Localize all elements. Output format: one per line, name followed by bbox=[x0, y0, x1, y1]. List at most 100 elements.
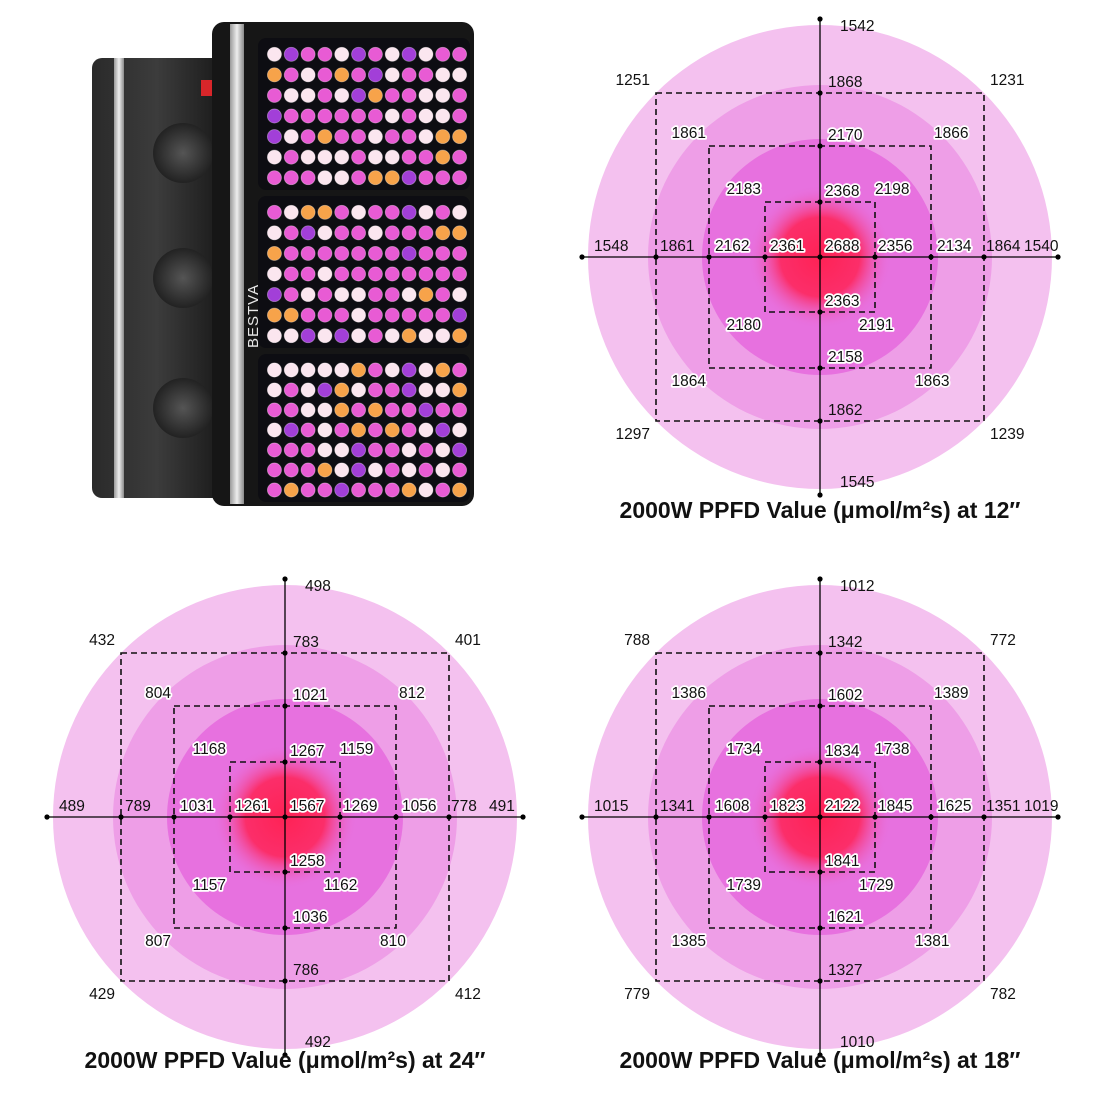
ppfd-chart-12in: 1542 1545 1548 1540 1251 1231 1297 1239 1868 1862… bbox=[550, 0, 1090, 545]
led-diode bbox=[351, 442, 367, 458]
led-diode bbox=[334, 67, 350, 83]
measure-point bbox=[282, 1052, 288, 1058]
led-diode bbox=[283, 67, 299, 83]
led-diode bbox=[300, 287, 316, 303]
led-diode bbox=[283, 422, 299, 438]
led-diode bbox=[384, 266, 400, 282]
led-diode bbox=[418, 266, 434, 282]
measure-point bbox=[762, 814, 768, 820]
measure-point bbox=[817, 254, 823, 260]
ppfd-value-outer-tl: 1251 bbox=[616, 72, 650, 89]
led-diode bbox=[351, 482, 367, 498]
led-diode bbox=[384, 108, 400, 124]
led-diode bbox=[367, 442, 383, 458]
led-diode bbox=[384, 362, 400, 378]
led-diode bbox=[351, 328, 367, 344]
ppfd-value-mid-tl: 1386 bbox=[672, 685, 706, 702]
led-diode bbox=[435, 149, 451, 165]
led-diode bbox=[367, 362, 383, 378]
measure-point bbox=[653, 814, 659, 820]
ppfd-value-mid-right: 1056 bbox=[402, 798, 436, 815]
led-diode bbox=[300, 129, 316, 145]
ppfd-value-mid-bl: 807 bbox=[145, 933, 171, 950]
led-diode bbox=[334, 245, 350, 261]
measure-point bbox=[817, 1052, 823, 1058]
led-diode bbox=[401, 402, 417, 418]
led-diode bbox=[452, 266, 468, 282]
ppfd-value-outer-tr: 772 bbox=[990, 632, 1016, 649]
led-diode bbox=[266, 382, 282, 398]
led-diode bbox=[300, 482, 316, 498]
led-diode bbox=[317, 108, 333, 124]
led-diode bbox=[435, 307, 451, 323]
ppfd-value-mid-bottom: 1036 bbox=[293, 909, 327, 926]
measure-point bbox=[817, 143, 823, 149]
led-diode bbox=[300, 225, 316, 241]
measure-point bbox=[706, 814, 712, 820]
led-diode bbox=[435, 87, 451, 103]
led-diode bbox=[418, 67, 434, 83]
led-diode bbox=[384, 482, 400, 498]
led-diode bbox=[300, 422, 316, 438]
led-diode bbox=[384, 422, 400, 438]
led-diode bbox=[334, 170, 350, 186]
led-diode bbox=[334, 328, 350, 344]
ppfd-value-outer-left: 789 bbox=[125, 798, 151, 815]
ppfd-value-mid-tl: 1861 bbox=[672, 125, 706, 142]
measure-point bbox=[706, 254, 712, 260]
led-diode bbox=[266, 225, 282, 241]
measure-point bbox=[817, 365, 823, 371]
led-diode bbox=[266, 245, 282, 261]
measure-point bbox=[981, 254, 987, 260]
ppfd-value-mid-top: 1021 bbox=[293, 687, 327, 704]
led-diode bbox=[351, 225, 367, 241]
ppfd-value-center: 2122 bbox=[825, 798, 859, 815]
ppfd-value-top: 1012 bbox=[840, 578, 874, 595]
ppfd-value-bottom: 492 bbox=[305, 1034, 331, 1051]
led-diode bbox=[334, 382, 350, 398]
led-diode bbox=[317, 307, 333, 323]
led-diode bbox=[351, 129, 367, 145]
ppfd-value-mid-top: 1602 bbox=[828, 687, 862, 704]
led-diode bbox=[418, 149, 434, 165]
ppfd-value-inner-br: 1162 bbox=[324, 877, 357, 894]
led-diode bbox=[401, 170, 417, 186]
led-diode bbox=[367, 245, 383, 261]
measure-point bbox=[817, 90, 823, 96]
led-diode bbox=[300, 382, 316, 398]
measure-point bbox=[337, 814, 343, 820]
measure-point bbox=[446, 814, 452, 820]
measure-point bbox=[817, 576, 823, 582]
led-diode bbox=[401, 225, 417, 241]
led-diode bbox=[401, 67, 417, 83]
led-diode bbox=[401, 462, 417, 478]
led-diode bbox=[266, 328, 282, 344]
ppfd-value-inner-bottom: 1258 bbox=[290, 853, 324, 870]
led-diode bbox=[418, 382, 434, 398]
chart-title-18in: 2000W PPFD Value (μmol/m²s) at 18″ bbox=[619, 1047, 1021, 1073]
ppfd-value-outer-br: 412 bbox=[455, 986, 481, 1003]
led-diode bbox=[300, 328, 316, 344]
led-diode bbox=[334, 307, 350, 323]
led-diode bbox=[334, 402, 350, 418]
led-diode bbox=[266, 422, 282, 438]
led-diode bbox=[452, 328, 468, 344]
ppfd-value-outer-top: 783 bbox=[293, 634, 319, 651]
led-diode bbox=[435, 245, 451, 261]
led-diode bbox=[418, 462, 434, 478]
measure-point bbox=[282, 703, 288, 709]
led-diode bbox=[351, 422, 367, 438]
measure-point bbox=[817, 978, 823, 984]
led-diode bbox=[300, 46, 316, 62]
led-diode bbox=[452, 307, 468, 323]
led-diode bbox=[418, 442, 434, 458]
led-diode bbox=[384, 287, 400, 303]
ppfd-value-mid-tl: 804 bbox=[145, 685, 171, 702]
led-diode bbox=[367, 108, 383, 124]
led-diode bbox=[401, 129, 417, 145]
led-diode bbox=[283, 170, 299, 186]
led-diode bbox=[367, 87, 383, 103]
ppfd-diagram-24in: 498 492 489 491 432 401 429 412 783 786 789 778 804 8… bbox=[44, 576, 526, 1058]
ppfd-value-mid-br: 1863 bbox=[915, 373, 949, 390]
led-diode bbox=[283, 482, 299, 498]
